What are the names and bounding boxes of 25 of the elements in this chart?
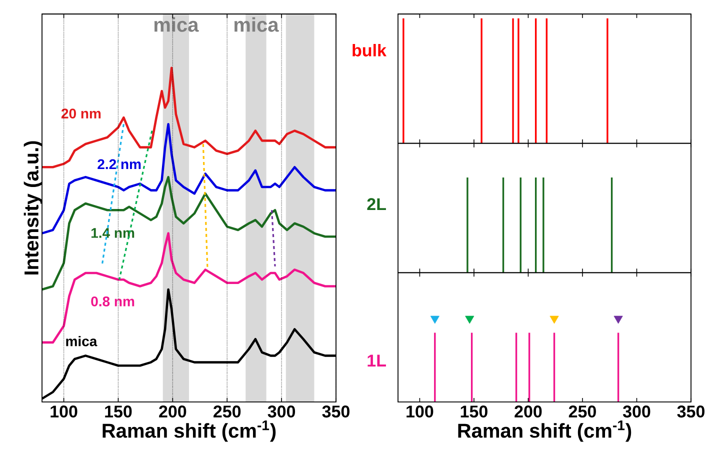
x-tick-label: 300 <box>622 406 650 418</box>
y-axis-title: 1L <box>368 354 386 366</box>
x-tick-label: 250 <box>568 406 596 418</box>
x-axis-title: Raman shift (cm$^{-1}$) <box>102 420 276 442</box>
series-label: 2.2 nm <box>98 159 141 170</box>
x-tick-label: 100 <box>50 406 78 418</box>
series-label: 0.8 nm <box>91 296 134 306</box>
x-tick-label: 100 <box>406 406 434 418</box>
band-label: mica <box>154 17 199 32</box>
x-tick-label: 250 <box>214 406 241 418</box>
series-label: 20 nm <box>61 108 101 119</box>
y-axis-title: bulk <box>352 44 386 56</box>
y-axis-title: Intensity (a.u.) <box>24 141 42 274</box>
x-tick-label: 150 <box>105 406 132 418</box>
series-label: 1.4 nm <box>91 228 134 238</box>
x-tick-label: 300 <box>268 406 296 418</box>
x-tick-label: 150 <box>460 406 488 418</box>
x-tick-label: 350 <box>322 406 350 418</box>
x-tick-label: 200 <box>159 406 186 418</box>
x-axis-title: Raman shift (cm$^{-1}$) <box>458 420 632 442</box>
y-axis-title: 2L <box>367 198 386 210</box>
band-label: mica <box>234 17 279 32</box>
x-tick-label: 350 <box>677 406 704 418</box>
x-tick-label: 200 <box>514 406 542 418</box>
series-label: mica <box>66 336 98 346</box>
